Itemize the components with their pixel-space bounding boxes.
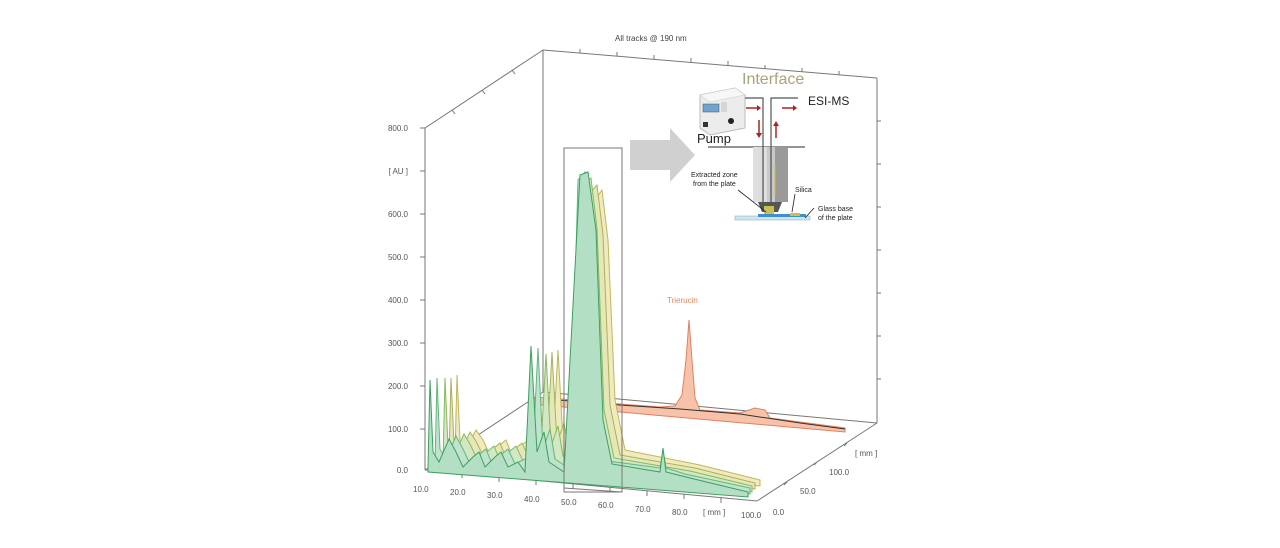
z-tick-0: 0.0 [773, 508, 785, 517]
glass-base-label-2: of the plate [818, 215, 853, 222]
silica-label: Silica [795, 187, 812, 194]
pump-icon [699, 87, 746, 136]
y-tick-200: 200.0 [387, 382, 408, 391]
x-tick-80: 80.0 [672, 508, 688, 517]
z-axis-label: [ mm ] [855, 449, 878, 458]
x-tick-40: 40.0 [524, 495, 540, 504]
esi-ms-label: ESI-MS [808, 94, 850, 108]
x-tick-30: 30.0 [487, 491, 503, 500]
x-axis-label: [ mm ] [703, 508, 726, 517]
chart-title: All tracks @ 190 nm [615, 34, 687, 43]
y-tick-500: 500.0 [387, 253, 408, 262]
y-tick-0: 0.0 [396, 466, 408, 475]
axis-frame [424, 49, 878, 502]
z-tick-100: 100.0 [829, 468, 850, 477]
x-tick-20: 20.0 [450, 488, 466, 497]
y-axis-label: [ AU ] [388, 167, 408, 176]
extracted-zone-label: Extracted zone [691, 172, 738, 179]
extracted-zone-label-2: from the plate [693, 181, 736, 188]
pump-label: Pump [697, 131, 731, 146]
glass-base-label: Glass base [818, 206, 854, 213]
y-tick-300: 300.0 [387, 339, 408, 348]
y-tick-100: 100.0 [387, 425, 408, 434]
x-tick-10: 10.0 [413, 485, 429, 494]
x-tick-70: 70.0 [635, 505, 651, 514]
trierucin-annotation: Trierucin [667, 296, 698, 305]
arrow-icon [630, 128, 695, 182]
densitogram-tracks [427, 170, 761, 498]
interface-label: Interface [742, 71, 805, 88]
x-tick-50: 50.0 [561, 498, 577, 507]
y-tick-800: 800.0 [387, 124, 408, 133]
inset-diagram [699, 87, 815, 221]
y-tick-400: 400.0 [387, 296, 408, 305]
y-tick-600: 600.0 [387, 210, 408, 219]
x-tick-100: 100.0 [741, 511, 762, 520]
z-tick-50: 50.0 [800, 487, 816, 496]
x-tick-60: 60.0 [598, 501, 614, 510]
